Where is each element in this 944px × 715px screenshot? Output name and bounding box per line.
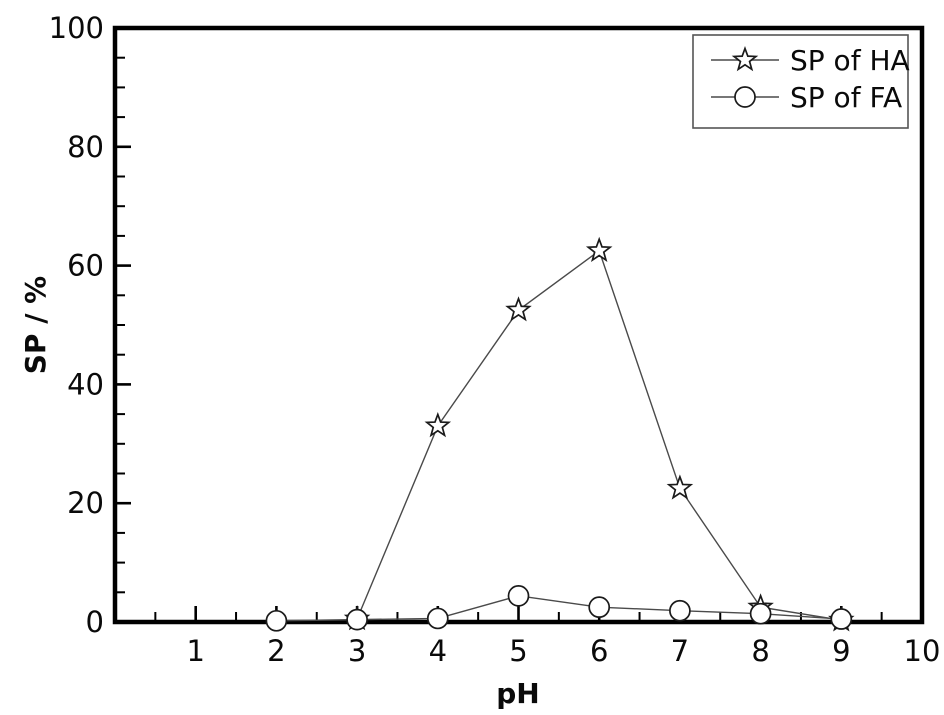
x-axis-title: pH [496, 677, 539, 710]
plot-frame [112, 25, 925, 625]
star-marker [666, 474, 694, 500]
y-tick-label: 40 [67, 367, 104, 401]
y-tick-label: 60 [67, 249, 104, 283]
series-sp-of-fa [265, 585, 853, 632]
circle-marker [507, 585, 530, 607]
y-axis-title: SP / % [19, 276, 52, 374]
x-tick-label: 5 [509, 634, 527, 668]
axes-frame [112, 25, 925, 625]
legend-entry: SP of FA [711, 81, 902, 114]
star-marker [731, 46, 759, 72]
series-sp-of-ha [343, 236, 855, 632]
x-tick-label: 6 [590, 634, 608, 668]
circle-marker [749, 602, 772, 625]
legend-label: SP of HA [790, 44, 910, 77]
x-axis-ticks: 1 2 3 4 5 6 7 8 9 10 [154, 606, 941, 668]
y-axis-ticks: 0 20 40 60 80 100 [49, 11, 131, 639]
x-tick-label: 1 [186, 634, 204, 668]
circle-marker [830, 608, 853, 630]
circle-marker [265, 609, 288, 632]
data-series [265, 236, 855, 632]
legend-label: SP of FA [790, 81, 902, 114]
y-tick-label: 100 [49, 11, 104, 45]
y-tick-label: 80 [67, 130, 104, 164]
legend: SP of HA SP of FA [692, 34, 910, 129]
x-tick-label: 2 [267, 634, 285, 668]
x-tick-label: 9 [832, 634, 850, 668]
star-marker [585, 236, 613, 263]
legend-box [692, 34, 909, 129]
y-tick-label: 20 [67, 486, 104, 520]
x-tick-label: 4 [429, 634, 447, 668]
star-marker [505, 296, 532, 322]
circle-marker [346, 608, 368, 631]
circle-marker [588, 596, 611, 619]
x-tick-label: 10 [904, 634, 941, 668]
series-line [356, 249, 842, 621]
legend-entry: SP of HA [711, 44, 910, 77]
circle-marker [669, 599, 691, 622]
series-line [276, 595, 842, 622]
x-tick-label: 3 [348, 634, 366, 668]
circle-marker [734, 86, 756, 108]
star-marker [424, 412, 452, 438]
circle-marker [426, 607, 449, 630]
x-tick-label: 8 [751, 634, 769, 668]
x-tick-label: 7 [671, 634, 689, 668]
y-tick-label: 0 [86, 605, 104, 639]
